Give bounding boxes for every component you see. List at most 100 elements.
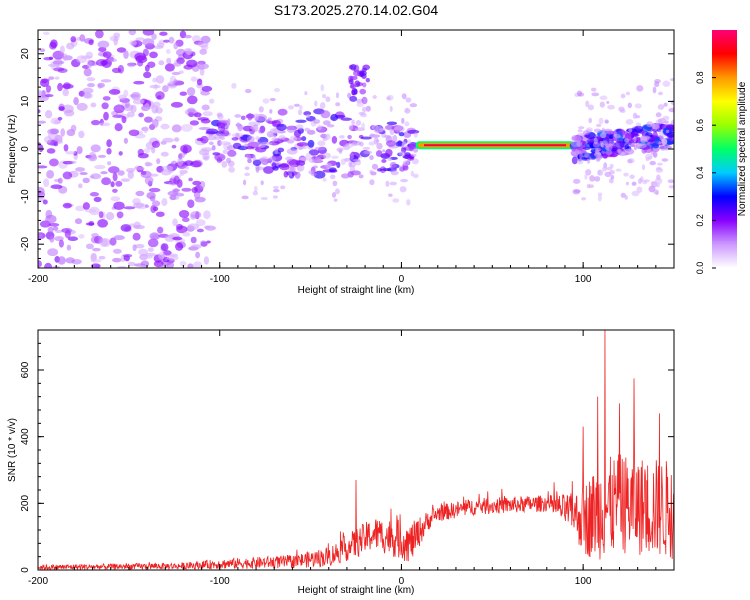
noise-blob <box>111 67 122 74</box>
halo-blob <box>331 155 339 159</box>
halo-blob <box>593 128 602 133</box>
noise-blob <box>118 151 123 156</box>
halo-blob <box>640 136 648 143</box>
colorbar-ticks: 0.0 0.2 0.4 0.6 0.8 <box>695 71 716 274</box>
snr-series-line <box>38 330 674 570</box>
noise-blob <box>107 58 118 63</box>
halo-blob <box>288 172 293 177</box>
band-blob <box>336 161 341 169</box>
halo-blob <box>589 175 596 182</box>
band-blob <box>629 143 636 147</box>
noise-blob <box>113 104 125 114</box>
noise-blob <box>117 170 125 176</box>
noise-blob <box>144 103 150 111</box>
halo-blob <box>593 137 598 145</box>
noise-blob <box>38 232 43 241</box>
halo-blob <box>324 133 331 140</box>
noise-blob <box>66 244 72 251</box>
x-tick-label: 100 <box>575 274 592 285</box>
halo-blob <box>604 171 612 178</box>
noise-blob <box>113 201 125 211</box>
halo-blob <box>662 80 671 87</box>
halo-blob <box>594 176 601 182</box>
halo-blob <box>372 94 377 100</box>
noise-blob <box>62 171 73 180</box>
noise-blob <box>116 47 127 53</box>
noise-blob <box>162 85 169 93</box>
noise-blob <box>161 198 168 207</box>
band-blob <box>247 113 253 121</box>
noise-blob <box>106 148 112 155</box>
halo-blob <box>209 98 215 104</box>
band-blob <box>222 149 228 155</box>
noise-blob <box>173 62 182 67</box>
band-blob <box>362 64 371 71</box>
noise-blob <box>178 209 190 219</box>
noise-blob <box>84 208 97 213</box>
y-tick-label: 400 <box>20 428 31 445</box>
band-blob <box>407 129 420 134</box>
halo-blob <box>260 180 264 186</box>
halo-blob <box>625 91 630 96</box>
snr-xlabel: Height of straight line (km) <box>298 585 415 596</box>
halo-blob <box>652 123 660 130</box>
noise-blob <box>188 177 193 182</box>
halo-blob <box>348 161 352 168</box>
noise-blob <box>116 211 124 219</box>
noise-blob <box>180 144 192 154</box>
band-blob <box>390 135 397 141</box>
halo-blob <box>669 78 674 82</box>
halo-blob <box>340 158 346 166</box>
halo-blob <box>572 178 581 184</box>
snr-ylabel: SNR (10 * v/v) <box>7 418 18 482</box>
halo-blob <box>634 103 642 109</box>
noise-blob <box>44 94 54 98</box>
noise-blob <box>149 195 156 202</box>
halo-blob <box>384 134 392 139</box>
noise-blob <box>54 76 60 80</box>
noise-blob <box>180 124 193 132</box>
noise-blob <box>45 84 52 93</box>
halo-blob <box>399 186 407 193</box>
band-blob <box>279 162 290 171</box>
band-blob <box>286 125 296 133</box>
halo-blob <box>629 174 635 180</box>
noise-blob <box>187 263 194 268</box>
band-blob <box>381 168 392 172</box>
noise-blob <box>110 196 121 202</box>
halo-blob <box>615 168 622 172</box>
band-blob <box>358 70 367 76</box>
noise-blob <box>103 111 109 121</box>
noise-blob <box>133 225 145 230</box>
noise-blob <box>52 226 59 231</box>
noise-blob <box>189 120 199 126</box>
noise-blob <box>195 251 201 259</box>
noise-blob <box>187 107 196 114</box>
band-blob <box>359 88 367 95</box>
noise-blob <box>203 225 211 229</box>
noise-blob <box>83 92 92 99</box>
halo-blob <box>591 92 600 97</box>
noise-blob <box>171 124 182 133</box>
noise-blob <box>49 235 55 243</box>
noise-blob <box>112 188 118 193</box>
band-blob <box>330 113 339 122</box>
halo-blob <box>334 188 340 195</box>
noise-blob <box>203 156 209 160</box>
halo-blob <box>623 172 629 177</box>
band-blob <box>217 124 226 132</box>
halo-blob <box>406 199 411 206</box>
noise-blob <box>190 244 202 249</box>
noise-blob <box>160 151 169 157</box>
noise-blob <box>76 55 88 64</box>
band-blob <box>293 129 302 138</box>
halo-blob <box>293 103 300 107</box>
halo-blob <box>297 109 303 116</box>
colorbar-tick-label: 0.4 <box>695 167 705 180</box>
band-blob <box>386 121 398 126</box>
halo-blob <box>244 166 250 170</box>
band-blob <box>232 142 242 150</box>
halo-blob <box>379 127 386 131</box>
halo-blob <box>665 129 670 134</box>
